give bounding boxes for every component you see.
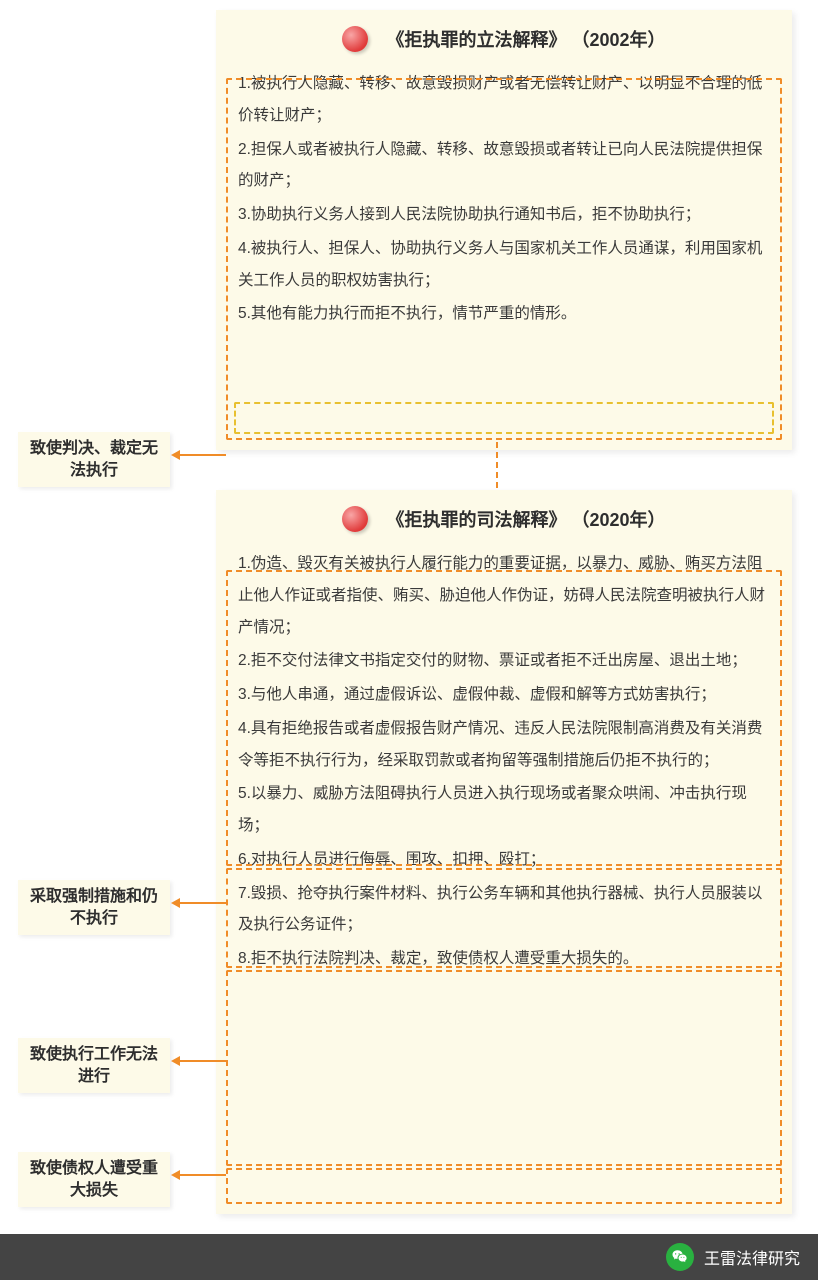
- card1-dashed-border: [226, 78, 782, 440]
- label-creditor-loss: 致使债权人遭受重大损失: [18, 1152, 170, 1207]
- arrow-left-icon: [180, 1174, 226, 1176]
- arrow-left-icon: [180, 454, 226, 456]
- card2-section1-border: [226, 570, 782, 866]
- card1-header: 《拒执罪的立法解释》 （2002年）: [216, 10, 792, 62]
- card2-title: 《拒执罪的司法解释》 （2020年）: [386, 506, 665, 532]
- card2-section4-border: [226, 1168, 782, 1204]
- red-dot-icon: [342, 26, 368, 52]
- footer-bar: 王雷法律研究: [0, 1234, 818, 1280]
- label-execution-blocked: 致使执行工作无法进行: [18, 1038, 170, 1093]
- red-dot-icon: [342, 506, 368, 532]
- label-judgment-unenforceable: 致使判决、裁定无法执行: [18, 432, 170, 487]
- footer-text: 王雷法律研究: [704, 1245, 800, 1269]
- card2-section2-border: [226, 868, 782, 968]
- arrow-left-icon: [180, 902, 226, 904]
- card2-section3-border: [226, 970, 782, 1166]
- label-coercive-measures: 采取强制措施和仍不执行: [18, 880, 170, 935]
- card1-item5-highlight: [234, 402, 774, 434]
- card2-header: 《拒执罪的司法解释》 （2020年）: [216, 490, 792, 542]
- wechat-icon: [666, 1243, 694, 1271]
- arrow-left-icon: [180, 1060, 226, 1062]
- card1-title: 《拒执罪的立法解释》 （2002年）: [386, 26, 665, 52]
